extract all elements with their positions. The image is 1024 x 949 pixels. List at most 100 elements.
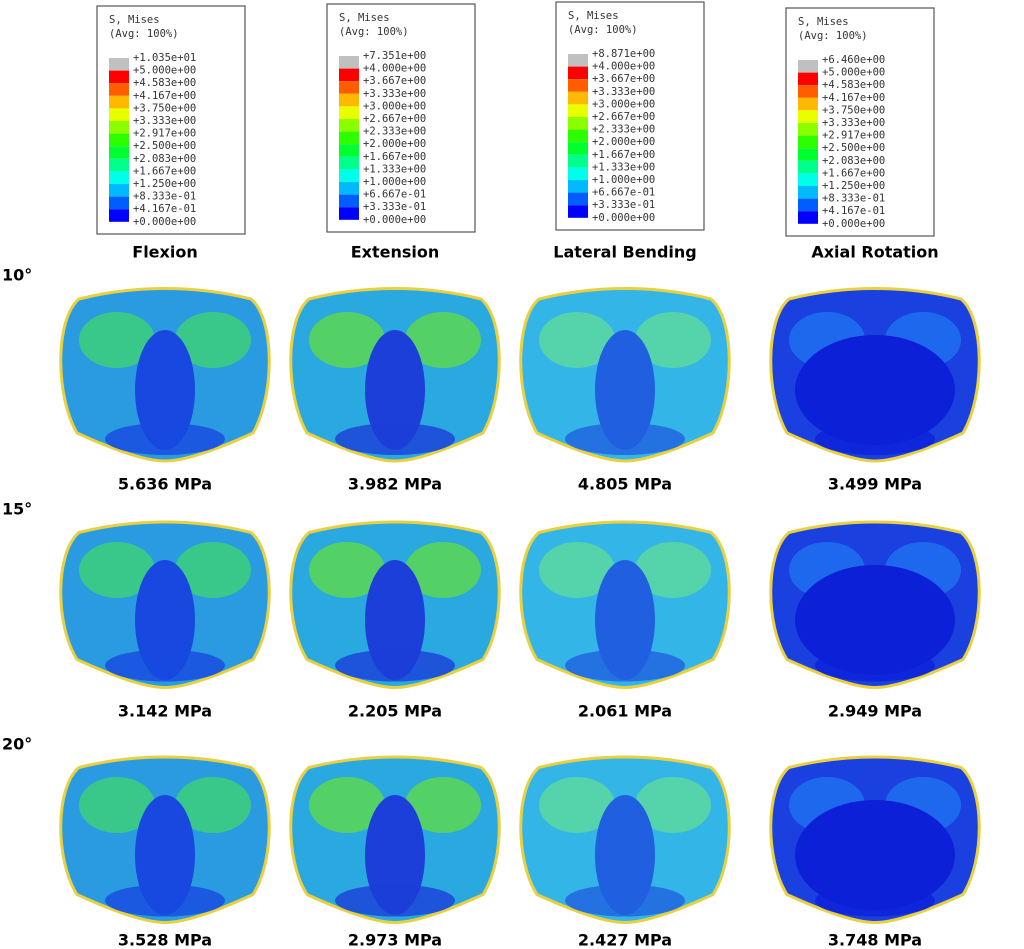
stress-contour — [59, 755, 271, 925]
contour-patch — [79, 312, 155, 368]
legend-swatch — [568, 79, 588, 92]
legend-label: +1.000e+00 — [363, 176, 426, 188]
legend-label: +3.333e-01 — [363, 201, 426, 213]
contour-patch — [79, 542, 155, 598]
legend-label: +4.167e+00 — [822, 92, 885, 104]
stress-contour — [769, 287, 981, 463]
legend-label: +2.333e+00 — [363, 126, 426, 138]
legend-label: +4.167e+00 — [133, 90, 196, 102]
contour-bottom — [565, 884, 685, 917]
contour-center — [595, 330, 655, 450]
legend-swatch — [339, 81, 359, 94]
contour-patch — [539, 542, 615, 598]
contour-center — [135, 330, 195, 450]
legend-subtitle: (Avg: 100%) — [109, 28, 179, 40]
stress-contour — [769, 755, 981, 925]
legend-label: +3.000e+00 — [592, 98, 655, 110]
legend-swatch — [339, 119, 359, 132]
legend-swatch — [798, 60, 818, 73]
legend-swatch — [109, 184, 129, 197]
legend-label: +8.333e-01 — [133, 191, 196, 203]
legend-swatch — [798, 198, 818, 212]
legend-swatch — [339, 169, 359, 182]
legend-label: +6.667e-01 — [363, 189, 426, 201]
legend-label: +2.500e+00 — [133, 140, 196, 152]
legend-swatch — [109, 133, 129, 147]
legend-swatch — [568, 91, 588, 105]
legend-label: +1.667e+00 — [822, 167, 885, 179]
contour-patch — [635, 542, 711, 598]
contour-bottom — [565, 649, 685, 682]
contour-patch — [175, 542, 251, 598]
stress-contour — [59, 287, 271, 463]
peak-stress: 4.805 MPa — [578, 475, 672, 494]
peak-stress: 2.061 MPa — [578, 702, 672, 721]
legend-subtitle: (Avg: 100%) — [339, 26, 409, 38]
contour-center — [135, 795, 195, 915]
legend-swatch — [109, 158, 129, 172]
legend-label: +3.000e+00 — [363, 100, 426, 112]
contour-patch — [405, 542, 481, 598]
column-title: Lateral Bending — [553, 243, 696, 262]
legend-swatch — [568, 54, 588, 67]
legend-label: +2.667e+00 — [363, 113, 426, 125]
legend-swatch — [109, 121, 129, 134]
legend-swatch — [339, 93, 359, 107]
legend-label: +2.083e+00 — [822, 155, 885, 167]
legend-label: +4.167e-01 — [133, 203, 196, 215]
legend-label: +2.917e+00 — [822, 130, 885, 142]
contour-patch — [405, 312, 481, 368]
legend-label: +0.000e+00 — [363, 214, 426, 226]
contour-center — [365, 795, 425, 915]
legend-swatch — [109, 209, 129, 222]
row-label: 15° — [2, 500, 32, 519]
legend-label: +6.460e+00 — [822, 54, 885, 66]
legend-label: +7.351e+00 — [363, 50, 426, 62]
contour-bottom — [815, 423, 935, 455]
stress-contour — [519, 755, 731, 925]
peak-stress: 3.528 MPa — [118, 931, 212, 949]
legend-label: +0.000e+00 — [592, 212, 655, 224]
legend-swatch — [798, 135, 818, 149]
contour-bottom — [105, 884, 225, 917]
legend-swatch — [339, 156, 359, 170]
legend-label: +8.871e+00 — [592, 48, 655, 60]
legend-swatch — [109, 146, 129, 159]
peak-stress: 3.748 MPa — [828, 931, 922, 949]
legend-label: +2.500e+00 — [822, 142, 885, 154]
legend-swatch — [339, 194, 359, 208]
legend-label: +1.035e+01 — [133, 52, 196, 64]
row-label: 20° — [2, 735, 32, 754]
legend-swatch — [109, 70, 129, 84]
row-label: 10° — [2, 266, 32, 285]
legend-label: +3.333e+00 — [133, 115, 196, 127]
legend-swatch — [339, 131, 359, 145]
legend-label: +2.083e+00 — [133, 153, 196, 165]
legend-label: +3.750e+00 — [133, 102, 196, 114]
legend-swatch — [568, 66, 588, 80]
legend-label: +1.667e+00 — [133, 165, 196, 177]
legend-swatch — [109, 83, 129, 96]
legend-label: +2.333e+00 — [592, 124, 655, 136]
legend-swatch — [109, 58, 129, 71]
legend-title: S, Mises — [798, 16, 849, 28]
legend-label: +1.333e+00 — [592, 161, 655, 173]
contour-bottom — [565, 423, 685, 455]
legend-label: +0.000e+00 — [133, 216, 196, 228]
legend-swatch — [568, 117, 588, 130]
contour-patch — [309, 312, 385, 368]
legend-label: +2.917e+00 — [133, 128, 196, 140]
legend-swatch — [339, 56, 359, 69]
legend-label: +2.667e+00 — [592, 111, 655, 123]
contour-patch — [309, 542, 385, 598]
legend-label: +1.667e+00 — [363, 151, 426, 163]
legend-swatch — [568, 205, 588, 218]
legend-swatch — [798, 72, 818, 86]
contour-patch — [175, 777, 251, 833]
legend-label: +3.333e+00 — [363, 88, 426, 100]
contour-bottom — [105, 649, 225, 682]
legend-label: +6.667e-01 — [592, 187, 655, 199]
legend-swatch — [109, 196, 129, 210]
legend-swatch — [339, 68, 359, 82]
